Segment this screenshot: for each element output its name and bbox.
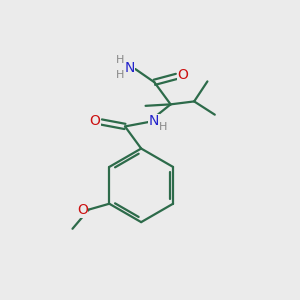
Text: O: O	[77, 203, 88, 217]
Text: N: N	[148, 114, 159, 128]
Text: N: N	[124, 61, 135, 75]
Text: O: O	[89, 114, 100, 128]
Text: O: O	[178, 68, 188, 82]
Text: H: H	[116, 70, 124, 80]
Text: H: H	[116, 55, 124, 65]
Text: H: H	[159, 122, 167, 132]
